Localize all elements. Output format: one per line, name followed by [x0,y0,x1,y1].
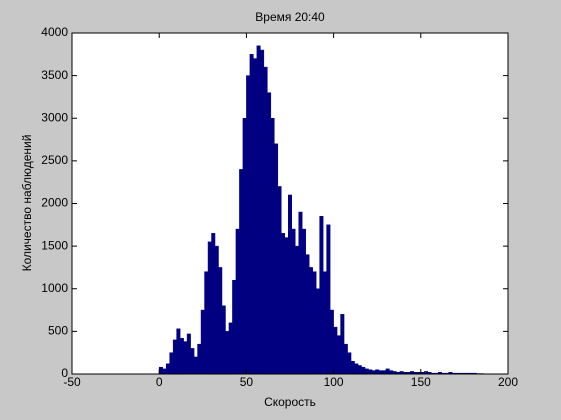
bar [179,337,184,375]
bar [312,271,317,375]
bar [207,241,212,375]
bar [343,343,348,375]
bar [281,233,286,375]
bar [158,366,163,375]
bar [183,341,188,375]
bar [246,75,251,375]
bar [190,348,195,375]
bar [315,288,320,375]
bar [364,368,369,375]
x-tick-label: 50 [240,375,254,389]
y-tick-label: 4000 [41,25,68,39]
bar [368,369,373,375]
bar [288,194,292,375]
bar [382,370,387,375]
x-tick-label: 0 [156,375,163,389]
bar [375,369,380,375]
bar [256,45,261,375]
bar [284,237,289,375]
bar [326,224,331,375]
bar [333,326,338,375]
bar [294,245,299,375]
x-tick-label: 200 [498,375,518,389]
bar [270,118,275,375]
bar [172,339,177,375]
bar [169,352,174,375]
bar [218,267,223,375]
bar [347,352,352,375]
bar [200,309,205,375]
x-axis-label: Скорость [264,395,316,409]
bar [371,370,376,375]
bar [305,254,310,375]
bar [308,267,313,375]
bar [340,314,345,375]
x-tick-label: 150 [411,375,431,389]
bar [361,366,366,375]
bar [385,368,390,375]
bar [277,186,282,375]
bar [301,228,306,375]
bar [242,118,247,375]
y-tick-label: 3000 [41,110,68,124]
y-tick-label: 3500 [41,68,68,82]
bar [214,245,219,375]
y-tick-label: 2000 [41,196,68,210]
bar [204,271,209,375]
bar [235,228,240,375]
y-tick-label: 1500 [41,238,68,252]
bar [193,356,198,375]
bar [197,343,202,375]
y-tick-label: 0 [61,366,68,380]
bar [274,143,279,375]
bar [176,328,181,375]
bar [350,360,355,375]
bar [162,368,167,375]
x-tick-label: 100 [324,375,344,389]
bar [389,370,394,375]
bar [260,49,265,375]
bar [239,169,244,375]
x-tick-label: -50 [63,375,81,389]
y-axis-label: Количество наблюдений [20,135,34,272]
y-tick-label: 1000 [41,281,68,295]
bar [253,58,258,375]
y-tick-label: 500 [48,324,68,338]
y-tick-label: 2500 [41,153,68,167]
bar [186,333,191,375]
bar [378,370,383,375]
bar [357,365,362,375]
bar [211,233,216,375]
chart-title: Время 20:40 [255,10,325,24]
bar [263,66,268,375]
bar [322,271,327,375]
bar [249,54,254,375]
bar [221,305,226,375]
bar [232,279,237,375]
bar [298,211,303,375]
bar [319,216,324,375]
bar [225,331,230,375]
bar [329,309,334,375]
bar [267,92,272,375]
bar [336,335,341,375]
bar [354,363,359,375]
bar [291,228,296,375]
bar [228,322,233,375]
bar [165,363,170,375]
